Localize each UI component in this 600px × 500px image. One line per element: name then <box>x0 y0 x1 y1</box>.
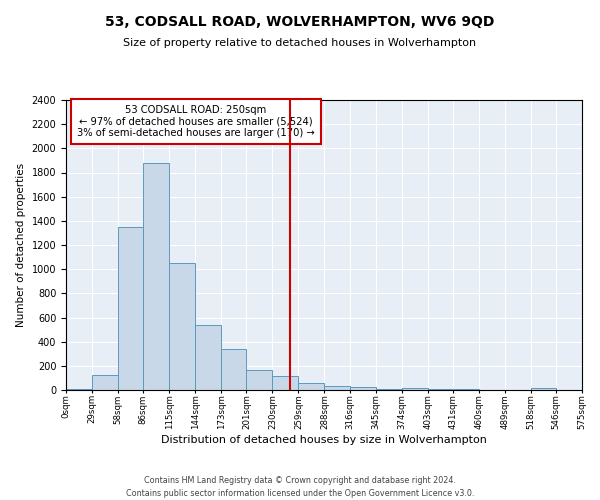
Bar <box>169 263 195 390</box>
Bar <box>221 349 247 390</box>
Text: Contains HM Land Registry data © Crown copyright and database right 2024.
Contai: Contains HM Land Registry data © Crown c… <box>126 476 474 498</box>
Bar <box>325 386 350 390</box>
Bar <box>298 383 325 390</box>
Text: 53 CODSALL ROAD: 250sqm
← 97% of detached houses are smaller (5,524)
3% of semi-: 53 CODSALL ROAD: 250sqm ← 97% of detache… <box>77 105 315 138</box>
Bar <box>272 376 298 390</box>
Y-axis label: Number of detached properties: Number of detached properties <box>16 163 26 327</box>
Bar <box>143 163 169 390</box>
Bar <box>247 370 272 390</box>
Bar <box>195 325 221 390</box>
Bar <box>118 227 143 390</box>
X-axis label: Distribution of detached houses by size in Wolverhampton: Distribution of detached houses by size … <box>161 434 487 444</box>
Bar <box>92 375 118 390</box>
Bar <box>531 388 556 390</box>
Text: 53, CODSALL ROAD, WOLVERHAMPTON, WV6 9QD: 53, CODSALL ROAD, WOLVERHAMPTON, WV6 9QD <box>106 15 494 29</box>
Bar <box>350 387 376 390</box>
Text: Size of property relative to detached houses in Wolverhampton: Size of property relative to detached ho… <box>124 38 476 48</box>
Bar <box>401 388 428 390</box>
Bar <box>376 389 401 390</box>
